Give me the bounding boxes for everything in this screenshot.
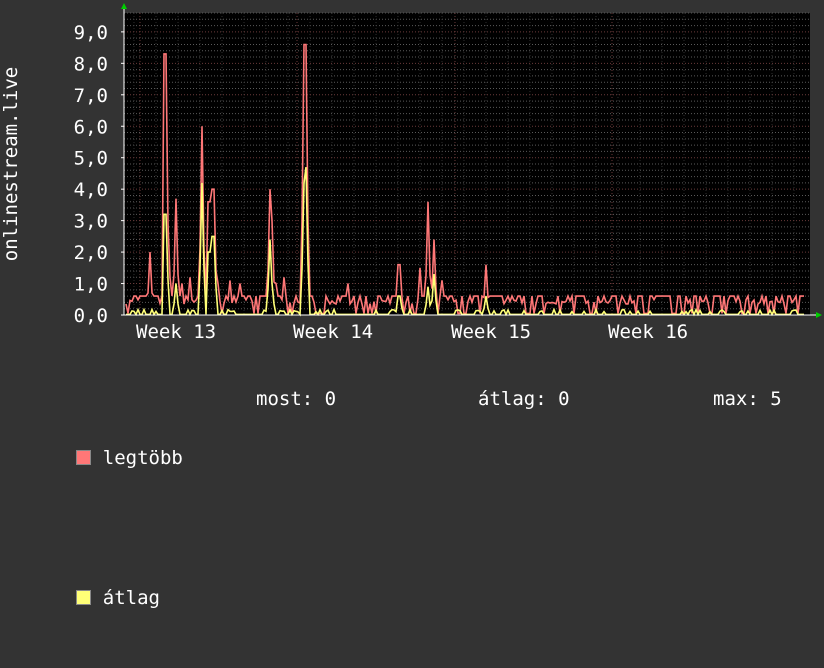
x-tick-label: Week 16 xyxy=(608,321,688,343)
y-tick-label: 9,0 xyxy=(74,22,108,44)
y-axis-arrow-icon xyxy=(121,3,127,9)
stat-max: max: 5 xyxy=(713,388,782,410)
y-tick-label: 6,0 xyxy=(74,116,108,138)
series-layer xyxy=(125,43,804,317)
x-tick-label: Week 13 xyxy=(136,321,216,343)
axes xyxy=(121,3,822,318)
y-axis-label: onlinestream.live xyxy=(0,67,22,261)
legend-item-max: legtöbb xyxy=(30,416,183,500)
x-tick-label: Week 14 xyxy=(293,321,373,343)
y-tick-labels: 0,0 1,0 2,0 3,0 4,0 5,0 6,0 7,0 8,0 9,0 xyxy=(74,22,124,327)
legend-swatch-max xyxy=(75,450,91,465)
series-line-max xyxy=(125,43,804,315)
legend-item-avg: átlag xyxy=(30,556,183,640)
series-line-avg xyxy=(126,166,804,317)
major-grid xyxy=(124,13,810,315)
y-tick-label: 7,0 xyxy=(74,85,108,107)
y-tick-label: 1,0 xyxy=(74,274,108,296)
legend-label-avg: átlag xyxy=(102,587,160,609)
legend: legtöbb átlag xyxy=(30,360,183,668)
x-axis-arrow-icon xyxy=(816,312,822,318)
chart: 0,01,02,03,04,05,06,07,08,09,0 Week 13 We… xyxy=(0,3,822,343)
legend-swatch-avg xyxy=(75,590,91,605)
stat-avg: átlag: 0 xyxy=(478,388,570,410)
stat-now: most: 0 xyxy=(256,388,337,410)
y-tick-label: 5,0 xyxy=(74,148,108,170)
y-tick-label: 8,0 xyxy=(74,53,108,75)
x-tick-labels: Week 13 Week 14 Week 15 Week 16 xyxy=(136,321,688,343)
x-tick-label: Week 15 xyxy=(451,321,531,343)
y-tick-label: 3,0 xyxy=(74,211,108,233)
y-tick-label: 2,0 xyxy=(74,242,108,264)
y-tick-label: 4,0 xyxy=(74,179,108,201)
legend-label-max: legtöbb xyxy=(102,447,183,469)
y-tick-label: 0,0 xyxy=(74,305,108,327)
